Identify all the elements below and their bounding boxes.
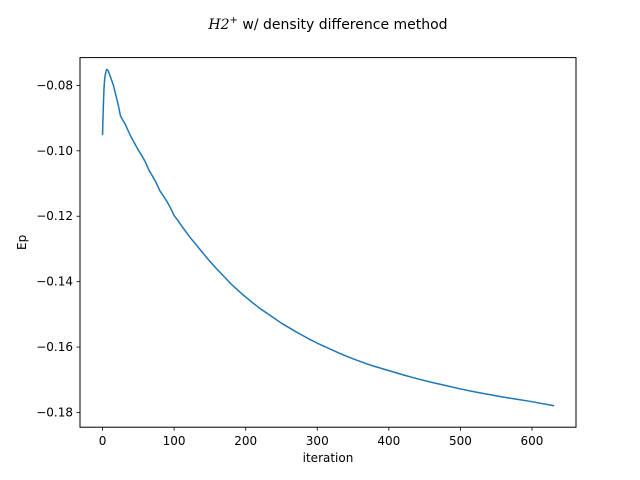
y-tick-label: −0.14 — [36, 275, 73, 289]
x-axis-ticks: 0 100 200 300 400 500 600 — [99, 427, 544, 448]
y-tick-label: −0.12 — [36, 209, 73, 223]
x-tick-label: 200 — [234, 434, 257, 448]
series-layer — [101, 68, 555, 407]
y-axis-ticks: −0.18 −0.16 −0.14 −0.12 −0.10 −0.08 — [36, 78, 80, 419]
x-tick-label: 500 — [449, 434, 472, 448]
y-axis-label: Ep — [15, 235, 29, 250]
y-tick-label: −0.18 — [36, 405, 73, 419]
plot-frame — [79, 57, 577, 428]
chart-title-text: w/ density difference method — [238, 17, 448, 33]
y-tick-label: −0.08 — [36, 78, 73, 92]
x-tick-label: 600 — [521, 434, 544, 448]
x-tick-label: 100 — [163, 434, 186, 448]
chart-title-math: H2 — [207, 17, 229, 33]
plot-area — [80, 57, 576, 428]
x-tick-label: 300 — [306, 434, 329, 448]
y-tick-label: −0.10 — [36, 144, 73, 158]
x-axis-label: iteration — [303, 451, 354, 465]
x-tick-label: 0 — [99, 434, 107, 448]
series-line-0 — [101, 68, 555, 407]
chart-title: H2+ w/ density difference method — [207, 15, 447, 33]
x-tick-label: 400 — [377, 434, 400, 448]
y-tick-label: −0.16 — [36, 340, 73, 354]
chart-title-superscript: + — [230, 15, 238, 26]
